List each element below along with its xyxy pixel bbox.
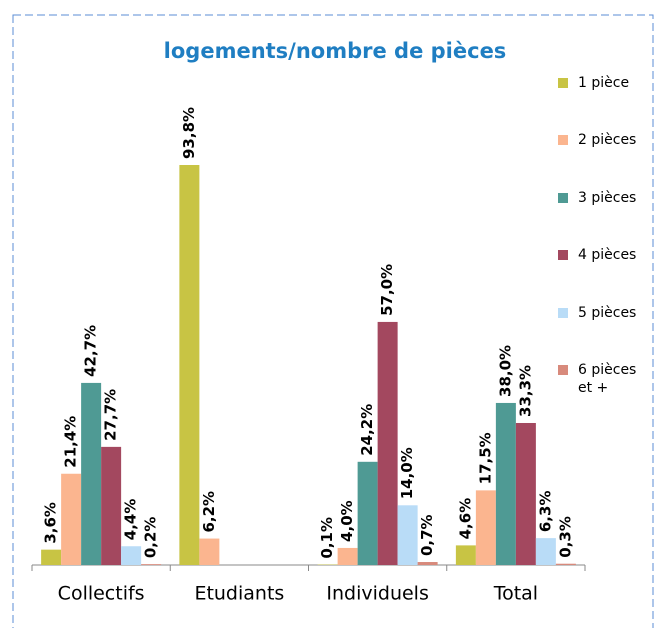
x-tick-label: Collectifs <box>58 583 145 605</box>
x-tick-label: Total <box>493 583 538 605</box>
legend-label: 5 pièces <box>578 304 637 321</box>
legend-swatch <box>558 192 568 203</box>
legend-swatch <box>558 78 568 88</box>
data-label: 6,3% <box>536 491 554 533</box>
data-label: 17,5% <box>476 432 494 484</box>
data-label: 4,6% <box>456 498 474 540</box>
x-tick-label: Etudiants <box>194 583 284 605</box>
data-label: 4,4% <box>122 499 140 541</box>
data-label: 3,6% <box>42 502 60 544</box>
data-label: 57,0% <box>378 264 396 316</box>
data-label: 0,2% <box>142 517 160 559</box>
legend-label: 1 pièce <box>578 75 630 91</box>
bar <box>337 547 358 565</box>
bar <box>179 165 200 565</box>
data-label: 33,3% <box>516 365 534 417</box>
data-label: 6,2% <box>200 491 218 533</box>
chart-title: logements/nombre de pièces <box>164 39 507 63</box>
data-label: 0,1% <box>318 517 336 559</box>
bar <box>455 545 476 565</box>
bar <box>101 446 122 565</box>
data-label: 24,2% <box>358 404 376 456</box>
bar <box>377 321 398 565</box>
data-label: 27,7% <box>102 389 120 441</box>
data-label: 38,0% <box>496 345 514 397</box>
data-label: 0,7% <box>418 514 436 556</box>
bar <box>357 461 378 565</box>
bar <box>495 402 516 565</box>
x-tick-label: Individuels <box>326 583 428 605</box>
legend-label: 4 pièces <box>578 247 637 264</box>
bar <box>121 546 142 565</box>
bar <box>397 505 418 565</box>
bar <box>417 562 438 565</box>
legend-swatch <box>558 365 568 375</box>
legend-swatch <box>558 250 568 261</box>
bar <box>199 538 220 565</box>
legend-label: 6 pièces et + <box>578 362 637 396</box>
data-label: 93,8% <box>180 107 198 159</box>
bar <box>81 382 102 565</box>
frame <box>12 14 654 628</box>
legend-label: 3 pièces <box>578 189 637 206</box>
bar <box>141 564 162 565</box>
bar <box>515 422 536 565</box>
data-label: 42,7% <box>82 325 100 377</box>
bar <box>61 473 82 565</box>
bar <box>41 549 62 565</box>
legend-swatch <box>558 307 568 318</box>
bar <box>475 490 496 565</box>
data-label: 0,3% <box>556 516 574 558</box>
legend-label: 2 pièces <box>578 132 637 149</box>
legend-swatch <box>558 135 568 146</box>
bar <box>555 563 576 565</box>
bar <box>535 538 556 565</box>
data-label: 4,0% <box>338 500 356 542</box>
data-label: 14,0% <box>398 447 416 499</box>
data-label: 21,4% <box>62 416 80 468</box>
